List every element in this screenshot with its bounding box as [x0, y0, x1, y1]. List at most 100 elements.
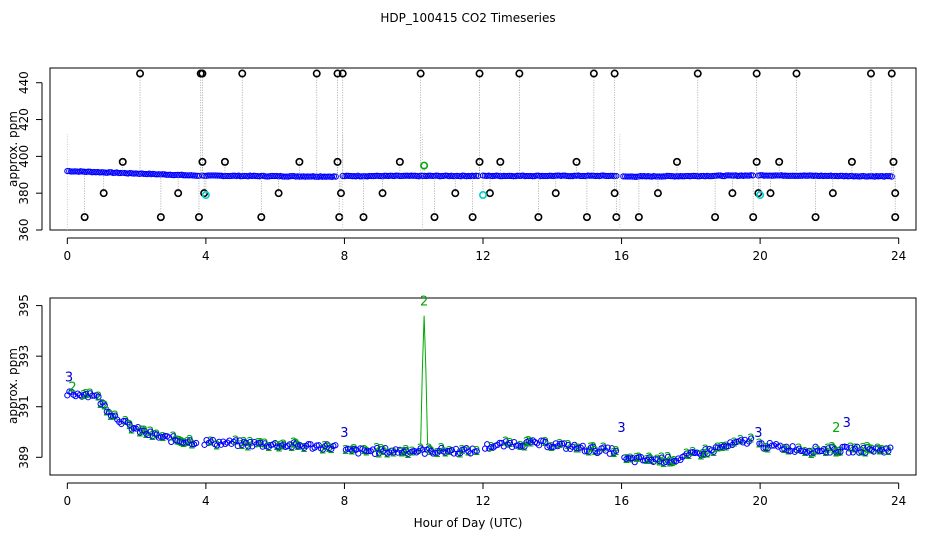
top-plot-frame — [49, 67, 917, 231]
green-2-point: 2 — [862, 446, 870, 460]
outlier-point — [534, 213, 543, 222]
baseline-point — [787, 172, 794, 179]
blue-point — [748, 435, 755, 442]
baseline-point — [715, 172, 722, 179]
baseline-point — [398, 172, 405, 180]
chart-title: HDP_100415 CO2 Timeseries — [380, 11, 555, 25]
green-2-point: 2 — [280, 438, 288, 452]
blue-point — [134, 423, 142, 431]
baseline-point — [665, 172, 673, 180]
baseline-point — [698, 172, 705, 180]
baseline-point — [163, 171, 170, 178]
outlier-point — [238, 69, 247, 78]
baseline-point — [271, 172, 278, 180]
green-2-point: 2 — [103, 405, 111, 419]
green-2-point: 2 — [635, 450, 643, 464]
outlier-point — [333, 69, 342, 78]
baseline-point — [724, 172, 732, 179]
baseline-point — [172, 171, 180, 179]
x-tick-label: 12 — [475, 249, 490, 263]
green-2-point: 2 — [153, 427, 161, 441]
y-tick-label: 440 — [17, 71, 31, 94]
baseline-point — [368, 172, 375, 180]
outlier-point — [451, 189, 460, 198]
baseline-point — [225, 172, 233, 180]
baseline-point — [831, 172, 838, 180]
outlier-point — [756, 191, 765, 200]
outlier-point — [333, 157, 342, 166]
baseline-point — [559, 172, 567, 179]
green-2-point: 2 — [506, 436, 514, 450]
green-2-point: 2 — [138, 424, 146, 438]
outlier-point — [220, 157, 229, 166]
baseline-point — [823, 172, 831, 180]
green-2-point: 2 — [573, 441, 581, 455]
outlier-point — [728, 189, 737, 198]
baseline-point — [625, 173, 633, 180]
blue-point — [556, 440, 564, 447]
baseline-point — [343, 172, 350, 179]
baseline-point — [802, 172, 810, 179]
baseline-point — [306, 173, 313, 180]
baseline-point — [165, 171, 172, 178]
baseline-point — [288, 172, 296, 180]
x-tick-label: 16 — [614, 249, 629, 263]
green-2-point: 2 — [731, 435, 739, 449]
baseline-point — [497, 173, 504, 180]
green-2-point: 2 — [246, 435, 254, 449]
y-tick-label: 380 — [17, 182, 31, 205]
blue-point — [234, 442, 241, 450]
baseline-point — [206, 172, 214, 179]
baseline-point — [554, 172, 561, 179]
baseline-point — [115, 170, 122, 177]
outlier-point — [515, 69, 524, 78]
baseline-point — [785, 172, 792, 179]
baseline-point — [64, 167, 71, 175]
green-2-point: 2 — [612, 444, 620, 458]
baseline-point — [867, 173, 874, 180]
outlier-point — [866, 69, 875, 78]
green-2-point: 2 — [373, 441, 381, 455]
y-tick-label: 360 — [17, 219, 31, 242]
green-2-point: 2 — [600, 441, 608, 455]
baseline-point — [283, 173, 290, 180]
green-2-point: 2 — [756, 437, 764, 451]
baseline-point — [884, 173, 892, 180]
blue-point — [363, 448, 370, 455]
green-2-point: 2 — [685, 448, 693, 462]
baseline-point — [212, 172, 219, 179]
outlier-point — [634, 213, 643, 222]
baseline-point — [565, 173, 572, 180]
green-2-point: 2 — [762, 441, 770, 455]
green-2-point: 2 — [666, 455, 674, 469]
baseline-point — [719, 172, 726, 180]
baseline-point — [656, 173, 663, 180]
baseline-point — [214, 172, 221, 179]
baseline-point — [239, 172, 246, 180]
baseline-point — [694, 173, 701, 180]
baseline-point — [98, 169, 105, 176]
blue-point — [604, 444, 611, 451]
blue-point — [625, 455, 632, 462]
baseline-point — [852, 173, 859, 180]
y-tick-label: 389 — [17, 446, 31, 469]
outlier-point — [610, 189, 619, 198]
green-2-point: 2 — [860, 441, 868, 455]
x-tick-label: 20 — [752, 494, 767, 508]
blue-point — [444, 448, 451, 455]
outlier-point — [430, 213, 439, 222]
baseline-point — [453, 172, 461, 179]
baseline-point — [267, 172, 275, 180]
blue-point — [826, 449, 834, 456]
green-2-point: 2 — [828, 440, 836, 454]
blue-point — [887, 444, 894, 451]
blue-point — [89, 392, 96, 399]
outlier-point — [99, 189, 108, 198]
blue-point — [756, 440, 763, 447]
x-tick-label: 4 — [202, 494, 210, 508]
blue-point — [789, 443, 796, 450]
baseline-point — [502, 172, 509, 180]
blue-point — [845, 449, 852, 456]
blue-point — [161, 432, 169, 440]
blue-point — [382, 445, 389, 452]
